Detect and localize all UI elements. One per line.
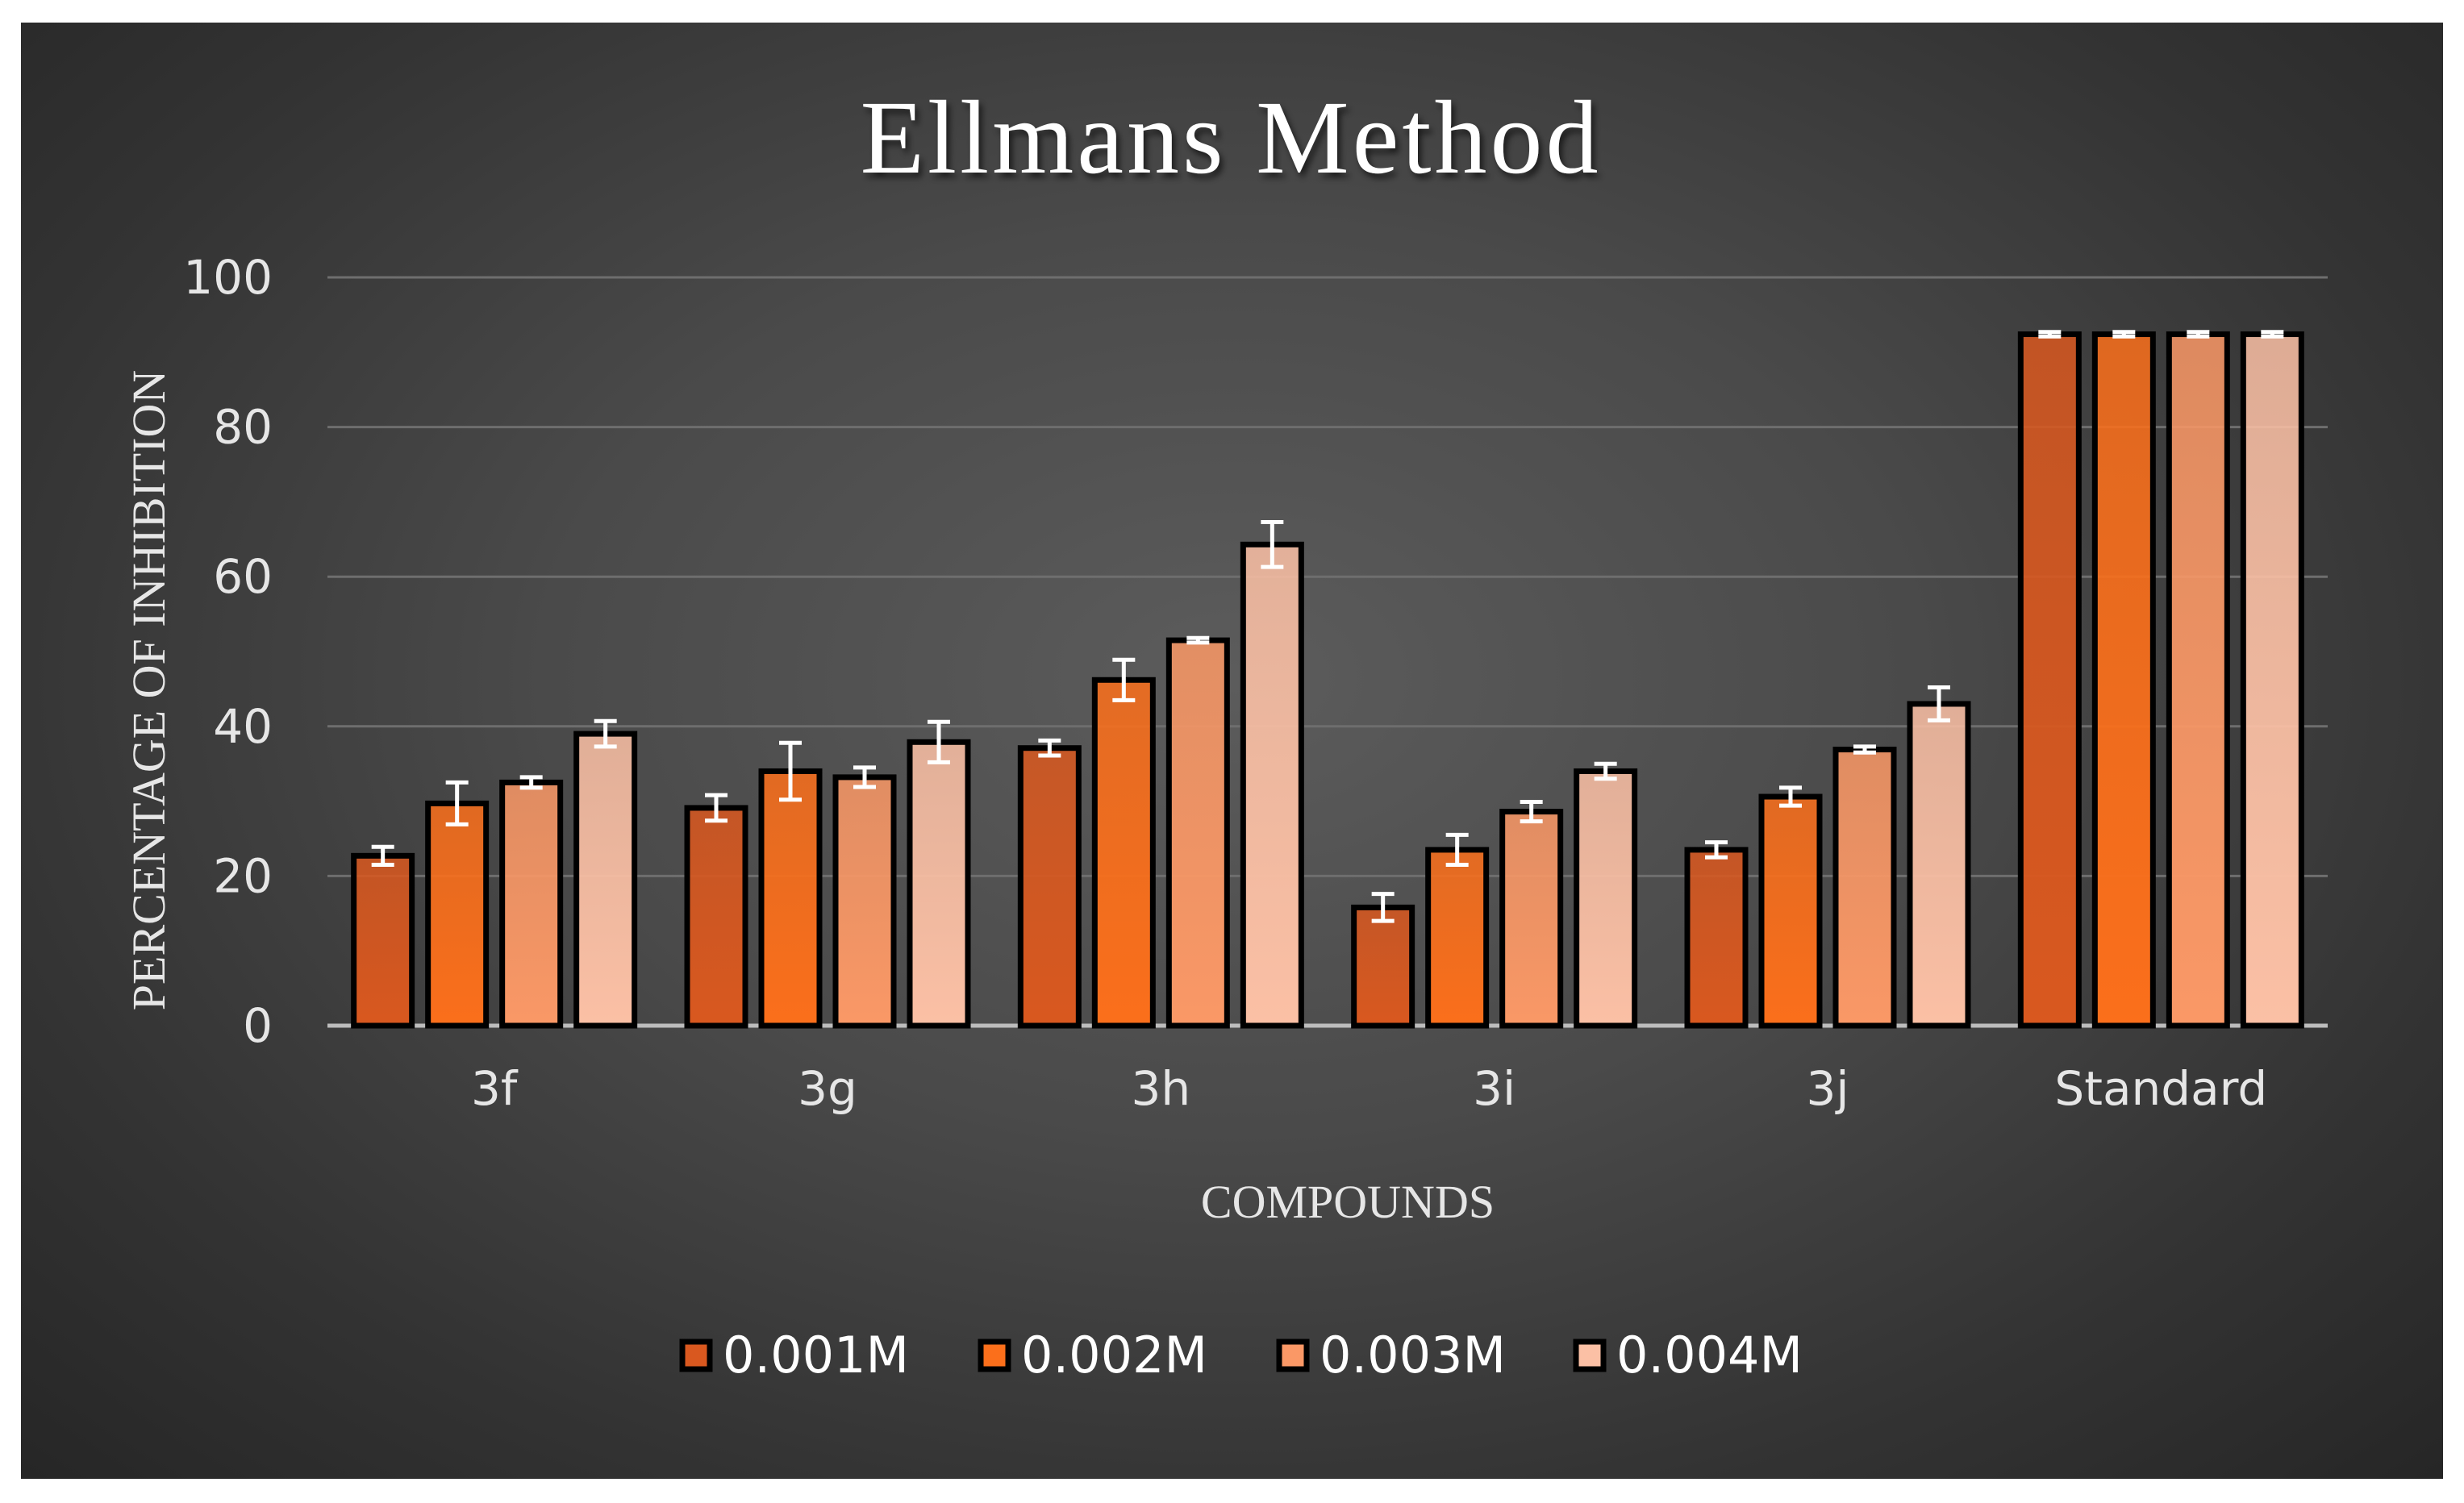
legend: 0.001M 0.002M 0.003M 0.004M (679, 1326, 1803, 1384)
bars (351, 331, 2304, 1029)
error-bar (1186, 635, 1210, 645)
bar-3i-0.001M (1351, 904, 1415, 1029)
bar-3i-0.002M (1425, 847, 1490, 1029)
x-tick-label: 3h (1131, 1061, 1190, 1116)
error-bar (519, 775, 543, 790)
x-axis-ticks: 3f 3g 3h 3i 3j Standard (471, 1061, 2267, 1116)
bar-3j-0.003M (1832, 747, 1897, 1029)
bar-3i-0.003M (1499, 809, 1564, 1029)
error-bar (1594, 761, 1617, 781)
legend-swatch (1276, 1339, 1310, 1372)
error-bars (371, 330, 2284, 923)
bar-Standard-0.003M (2166, 331, 2230, 1029)
bar-3h-0.003M (1165, 637, 1230, 1029)
bar-Standard-0.001M (2017, 331, 2082, 1029)
chart-frame: Ellmans Method 0 20 40 60 80 100 3f 3g 3h 3i 3j St… (21, 23, 2443, 1479)
error-bar (1038, 738, 1061, 758)
bar-3j-0.002M (1758, 793, 1823, 1029)
bar-3f-0.003M (499, 779, 564, 1029)
bar-3g-0.001M (684, 805, 748, 1029)
bar-chart: Ellmans Method 0 20 40 60 80 100 3f 3g 3h 3i 3j St… (123, 80, 2328, 1384)
legend-label: 0.004M (1616, 1326, 1803, 1384)
error-bar (853, 765, 876, 789)
y-axis-title: PERCENTAGE OF INHIBITION (123, 370, 175, 1010)
x-tick-label: 3i (1473, 1061, 1516, 1116)
error-bar (1520, 800, 1543, 824)
x-tick-label: 3g (798, 1061, 857, 1116)
error-bar (594, 718, 617, 749)
legend-item-0.002M: 0.002M (978, 1326, 1207, 1384)
error-bar (1705, 840, 1728, 860)
error-bar (928, 719, 950, 764)
x-axis-title: COMPOUNDS (1201, 1176, 1495, 1228)
y-axis-ticks: 0 20 40 60 80 100 (183, 250, 273, 1053)
error-bar (1261, 519, 1284, 569)
bar-Standard-0.004M (2240, 331, 2304, 1029)
y-tick-label: 100 (183, 250, 273, 305)
legend-label: 0.002M (1021, 1326, 1207, 1384)
bar-3f-0.001M (351, 852, 415, 1029)
error-bar (445, 780, 469, 826)
error-bar (705, 793, 728, 823)
legend-item-0.003M: 0.003M (1276, 1326, 1506, 1384)
legend-item-0.001M: 0.001M (679, 1326, 909, 1384)
legend-label: 0.003M (1320, 1326, 1506, 1384)
y-tick-label: 80 (213, 400, 273, 455)
error-bar (1779, 785, 1802, 808)
bar-3g-0.002M (758, 768, 823, 1029)
error-bar (371, 844, 394, 867)
error-bar (779, 740, 802, 802)
chart-title: Ellmans Method (861, 80, 1602, 196)
legend-item-0.004M: 0.004M (1573, 1326, 1803, 1384)
bar-3h-0.004M (1240, 541, 1304, 1029)
bar-3i-0.004M (1574, 768, 1638, 1029)
bar-3j-0.004M (1907, 701, 1971, 1029)
error-bar (1928, 685, 1950, 722)
bar-3g-0.004M (907, 739, 971, 1029)
legend-label: 0.001M (723, 1326, 909, 1384)
error-bar (1853, 744, 1876, 755)
error-bar (1371, 892, 1395, 923)
bar-3f-0.004M (573, 731, 638, 1029)
error-bar (2038, 330, 2062, 339)
x-tick-label: 3f (471, 1061, 519, 1116)
legend-swatch (978, 1339, 1011, 1372)
bar-Standard-0.002M (2091, 331, 2156, 1029)
y-tick-label: 20 (213, 848, 273, 903)
error-bar (2112, 330, 2136, 339)
y-tick-label: 40 (213, 699, 273, 754)
y-tick-label: 0 (243, 998, 273, 1053)
x-tick-label: 3j (1806, 1061, 1849, 1116)
bar-3j-0.001M (1684, 847, 1749, 1029)
gridlines (327, 276, 2328, 1028)
error-bar (2261, 330, 2284, 339)
bar-3h-0.001M (1017, 745, 1082, 1029)
bar-3g-0.003M (832, 774, 897, 1029)
legend-swatch (679, 1339, 713, 1372)
x-tick-label: Standard (2054, 1061, 2267, 1116)
error-bar (1445, 832, 1469, 867)
y-tick-label: 60 (213, 549, 273, 604)
bar-3h-0.002M (1091, 677, 1156, 1029)
error-bar (2187, 330, 2210, 339)
error-bar (1112, 657, 1136, 702)
legend-swatch (1573, 1339, 1607, 1372)
bar-3f-0.002M (425, 800, 490, 1029)
